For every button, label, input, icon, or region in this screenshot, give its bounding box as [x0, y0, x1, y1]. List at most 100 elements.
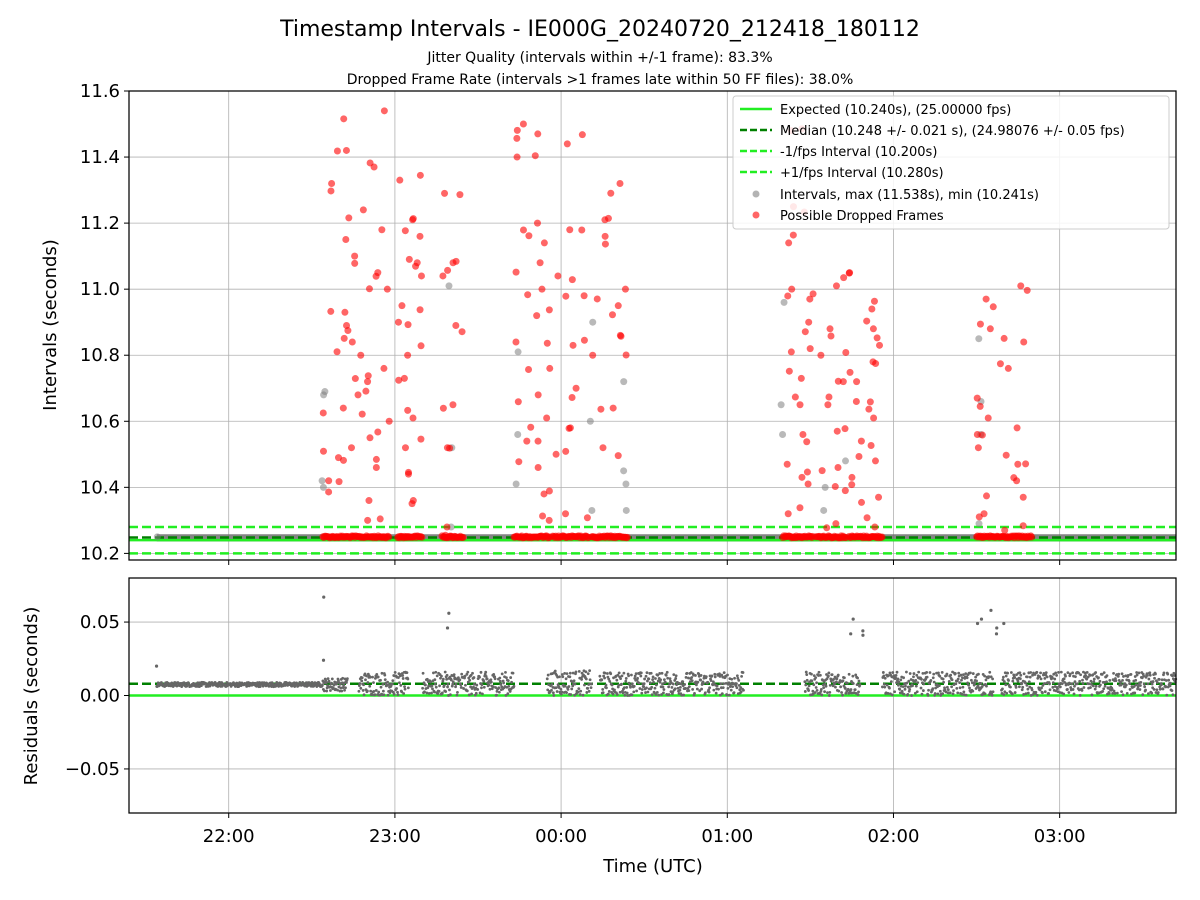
residual-point: [502, 681, 505, 685]
residual-point: [861, 629, 865, 633]
residual-point: [906, 692, 910, 696]
residual-point: [973, 681, 977, 685]
residual-point: [360, 676, 364, 680]
dropped-frame-point: [785, 239, 793, 247]
residual-point: [1134, 678, 1138, 682]
residual-point: [1148, 673, 1152, 677]
residual-point: [841, 693, 844, 697]
residual-point: [1120, 672, 1124, 676]
residual-point: [1112, 671, 1115, 675]
residual-point: [1024, 681, 1027, 685]
residual-point: [577, 687, 581, 691]
residual-point: [1092, 677, 1096, 681]
residual-point: [947, 679, 951, 683]
residual-point: [832, 677, 835, 681]
residual-point: [691, 687, 695, 691]
residual-point: [670, 686, 674, 689]
residual-point: [1079, 673, 1083, 677]
residual-point: [577, 669, 581, 673]
residual-point: [1164, 679, 1168, 682]
residual-point: [707, 688, 711, 692]
residual-point: [1018, 671, 1022, 675]
residual-point: [834, 680, 838, 684]
dropped-frame-point: [788, 285, 796, 293]
residual-point: [824, 684, 828, 688]
dropped-frame-point: [416, 171, 424, 179]
residual-point: [662, 691, 665, 695]
residual-point: [913, 691, 917, 695]
residual-point: [325, 689, 329, 693]
residual-point: [392, 692, 396, 696]
dropped-frame-point: [533, 219, 541, 227]
residual-point: [714, 691, 718, 695]
dropped-frame-point: [366, 159, 374, 167]
dropped-frame-point: [341, 308, 349, 316]
residual-point: [645, 671, 649, 675]
residual-point: [1137, 671, 1141, 675]
residual-point: [1035, 670, 1039, 674]
residual-point: [727, 693, 731, 697]
residual-point: [990, 693, 994, 697]
residual-point: [1128, 682, 1131, 685]
residual-point: [1158, 687, 1162, 691]
dropped-frame-point: [417, 272, 425, 280]
residual-point: [430, 691, 433, 695]
residual-point: [1060, 682, 1064, 686]
residual-point: [822, 686, 826, 690]
residual-point: [1056, 687, 1059, 691]
residual-point: [1101, 690, 1105, 693]
residual-point: [433, 678, 437, 682]
residual-point: [1070, 682, 1074, 685]
dropped-frame-point: [376, 515, 384, 523]
residual-point: [1160, 683, 1163, 686]
dropped-frame-point: [986, 325, 994, 333]
dropped-frame-point: [374, 428, 382, 436]
dropped-frame-point: [358, 410, 366, 418]
dropped-frame-point: [418, 533, 426, 541]
residual-point: [460, 672, 464, 676]
residual-point: [581, 693, 585, 697]
residual-point: [330, 677, 334, 681]
residual-point: [1100, 672, 1104, 676]
residual-point: [553, 669, 557, 673]
residual-point: [964, 672, 968, 675]
x-tick-label: 02:00: [868, 826, 920, 847]
residual-point: [703, 691, 707, 695]
dropped-frame-point: [983, 492, 991, 500]
dropped-frame-point: [976, 320, 984, 328]
residual-point: [654, 677, 657, 680]
dropped-frame-point: [458, 328, 466, 336]
residual-point: [629, 685, 632, 689]
residual-point: [1148, 671, 1152, 675]
residual-point: [421, 671, 425, 675]
residual-point: [1071, 688, 1075, 691]
residual-point: [601, 687, 605, 691]
residual-point: [380, 671, 384, 675]
dropped-frame-point: [871, 523, 879, 531]
residual-point: [655, 690, 659, 694]
residual-point: [452, 673, 456, 677]
residual-point: [475, 683, 479, 687]
residual-point: [921, 671, 925, 675]
residual-point: [679, 682, 683, 686]
residual-point: [310, 681, 314, 684]
legend-label-median: Median (10.248 +/- 0.021 s), (24.98076 +…: [780, 124, 1125, 139]
residual-point: [1141, 693, 1145, 697]
residual-point: [482, 679, 486, 683]
dropped-frame-point: [825, 393, 833, 401]
intervals-y-tick-label: 11.6: [80, 81, 120, 102]
residual-point: [616, 673, 620, 677]
residual-point: [890, 693, 894, 697]
residual-point: [154, 664, 159, 668]
dropped-frame-point: [344, 327, 352, 335]
residual-point: [722, 682, 726, 686]
residual-point: [966, 681, 970, 685]
residual-point: [341, 676, 345, 680]
dropped-frame-point: [607, 189, 615, 197]
dropped-frame-point: [870, 414, 878, 422]
residual-point: [585, 691, 589, 694]
residual-point: [946, 688, 950, 692]
residual-point: [945, 685, 949, 689]
residual-point: [341, 686, 345, 689]
dropped-frame-point: [364, 372, 372, 380]
